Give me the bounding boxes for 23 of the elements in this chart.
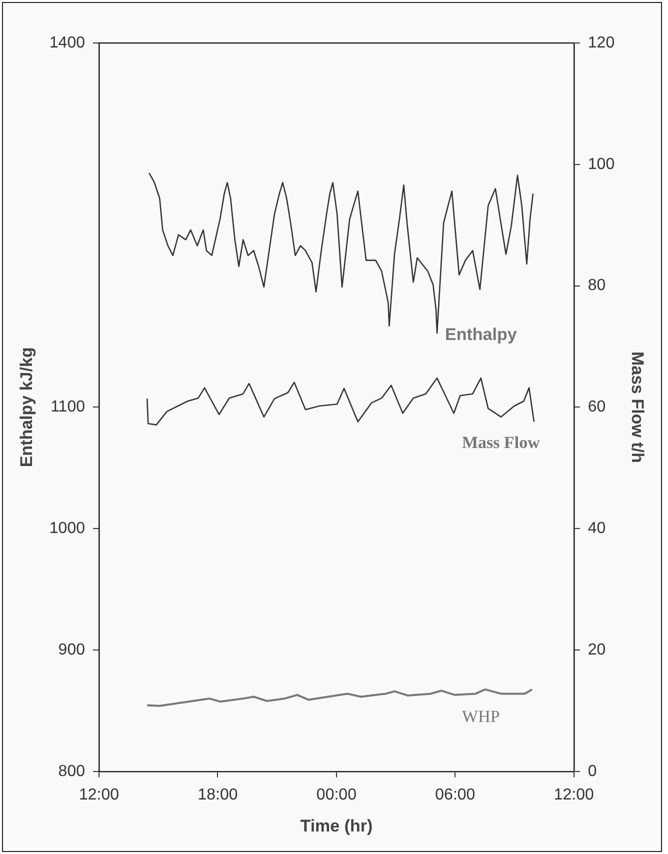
y2-tick-label: 100 [588, 156, 615, 173]
y-tick-label: 900 [58, 641, 86, 658]
x-tick-label: 00:00 [316, 786, 357, 804]
y2-tick-label: 20 [588, 641, 606, 658]
y2-tick-label: 60 [588, 398, 606, 416]
x-tick-label: 06:00 [435, 786, 476, 804]
x-axis-title: Time (hr) [300, 816, 373, 836]
x-tick-label: 18:00 [198, 786, 238, 804]
y-tick-label: 800 [58, 762, 86, 780]
x-tick-label: 12:00 [554, 786, 594, 804]
series-label: WHP [462, 706, 500, 726]
x-tick-label: 12:00 [78, 786, 120, 804]
y2-axis-title: Mass Flow t/h [628, 351, 648, 463]
y-tick-label: 1400 [49, 34, 86, 52]
series-label: Enthalpy [445, 324, 518, 344]
y-tick-label: 1100 [50, 398, 86, 416]
y2-tick-label: 120 [588, 34, 615, 52]
series-label: Mass Flow [462, 433, 541, 452]
y-tick-label: 1000 [49, 520, 86, 538]
y2-tick-label: 80 [588, 277, 606, 294]
y2-tick-label: 40 [588, 520, 606, 538]
y-axis-title: Enthalpy kJ/kg [16, 347, 36, 468]
y2-tick-label: 0 [588, 762, 597, 780]
